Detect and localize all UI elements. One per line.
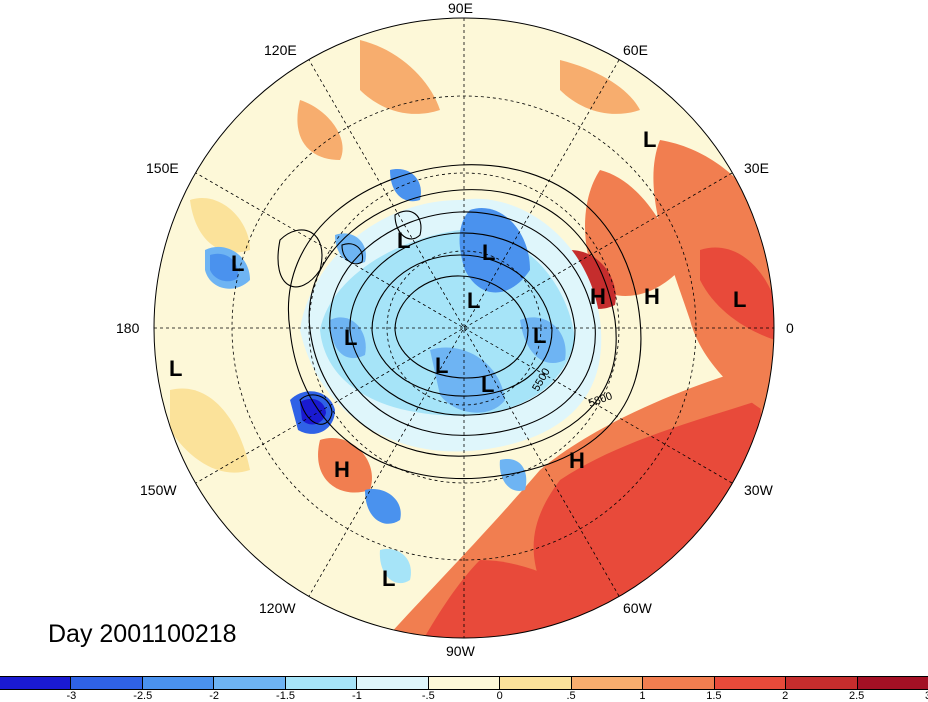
colorbar-tick-label: -1.5: [276, 690, 296, 702]
low-center: L: [643, 127, 656, 152]
colorbar-segment: [571, 677, 644, 689]
pressure-centers: L L L L L L L L L L L L H H H H: [169, 127, 746, 591]
high-center: H: [334, 457, 350, 482]
colorbar-tick-label: -2.5: [133, 690, 153, 702]
colorbar-tick-label: 3: [925, 690, 928, 702]
colorbar-segment: [857, 677, 928, 689]
colorbar-segment: [142, 677, 215, 689]
colorbar-segment: [643, 677, 715, 689]
high-center: H: [644, 284, 660, 309]
colorbar-segment: [357, 677, 429, 689]
lon-label-120w: 120W: [259, 600, 296, 616]
lon-label-180: 180: [116, 320, 140, 336]
lon-label-150w: 150W: [140, 482, 177, 498]
colorbar-segment: [500, 677, 572, 689]
low-center: L: [382, 566, 395, 591]
low-center: L: [169, 356, 182, 381]
colorbar-segment: [214, 677, 286, 689]
colorbar-segment: [71, 677, 143, 689]
colorbar-tick-label: -2: [209, 690, 220, 702]
height-contours: [277, 164, 642, 480]
lon-label-60e: 60E: [623, 42, 648, 58]
low-center: L: [467, 288, 480, 313]
colorbar-tick-label: -.5: [421, 690, 435, 702]
lon-label-90e: 90E: [448, 0, 473, 16]
colorbar-segment: [285, 677, 358, 689]
colorbar-tick-label: 1: [639, 690, 646, 702]
map-boundary: [153, 17, 775, 639]
colorbar-tick-label: -3: [66, 690, 77, 702]
lon-label-150e: 150E: [146, 160, 179, 176]
lon-label-60w: 60W: [623, 600, 652, 616]
colorbar-tick-label: -1: [352, 690, 362, 702]
low-center: L: [482, 240, 495, 265]
colorbar-tick-label: 2.5: [848, 690, 865, 702]
colorbar-segment: [428, 677, 501, 689]
map-title: Day 2001100218: [48, 620, 237, 648]
lon-label-120e: 120E: [264, 42, 297, 58]
lon-label-30w: 30W: [744, 482, 773, 498]
colorbar: [0, 676, 928, 690]
high-center: H: [590, 284, 606, 309]
lon-label-30e: 30E: [744, 160, 769, 176]
lon-label-90w: 90W: [446, 643, 475, 659]
colorbar-tick-label: 1.5: [706, 690, 722, 702]
colorbar-tick-label: 2: [782, 690, 789, 702]
high-center: H: [569, 448, 585, 473]
lon-label-0: 0: [786, 320, 794, 336]
low-center: L: [231, 251, 244, 276]
low-center: L: [344, 325, 357, 350]
colorbar-segment: [714, 677, 787, 689]
low-center: L: [733, 287, 746, 312]
low-center: L: [397, 228, 410, 253]
low-center: L: [533, 323, 546, 348]
low-center: L: [481, 372, 494, 397]
colorbar-segment: [0, 677, 72, 689]
colorbar-segment: [786, 677, 858, 689]
low-center: L: [435, 353, 448, 378]
colorbar-tick-label: .5: [566, 690, 576, 702]
graticule: [154, 18, 774, 638]
colorbar-tick-label: 0: [496, 690, 503, 702]
